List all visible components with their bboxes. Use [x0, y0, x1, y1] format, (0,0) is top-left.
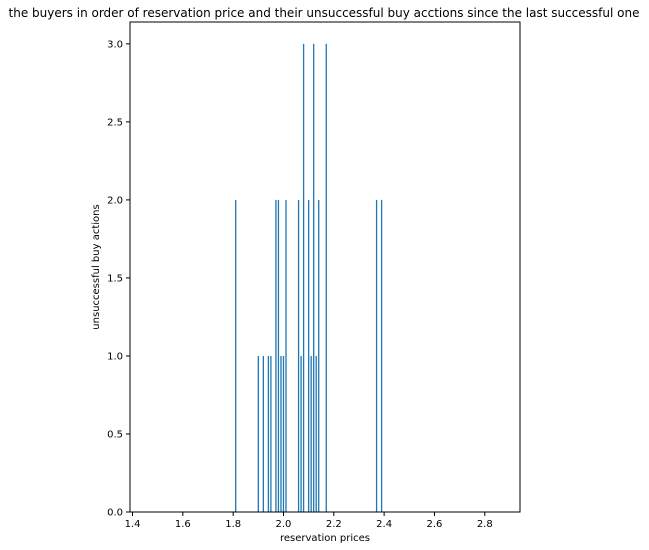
- bar: [302, 43, 305, 512]
- x-axis: 1.4 1.6 1.8 2.0 2.2 2.4 2.6 2.8: [125, 512, 493, 530]
- bar: [380, 199, 383, 512]
- x-tick-label: 2.8: [477, 519, 493, 530]
- bar: [285, 199, 287, 512]
- y-tick-label: 3.0: [107, 39, 123, 50]
- bar: [270, 355, 272, 512]
- bar: [267, 355, 270, 512]
- y-tick-label: 1.0: [107, 351, 123, 362]
- y-axis-label: unsuccessful buy actions: [91, 204, 102, 329]
- bar: [318, 199, 320, 512]
- bar: [297, 199, 300, 512]
- bar: [280, 355, 282, 512]
- bar: [275, 199, 277, 512]
- bars-group: [235, 43, 383, 512]
- bar: [277, 199, 280, 512]
- bar: [262, 355, 264, 512]
- x-tick-label: 1.4: [125, 519, 141, 530]
- bar: [313, 43, 315, 512]
- y-tick-label: 0.0: [107, 508, 123, 519]
- x-tick-label: 2.2: [326, 519, 342, 530]
- bar: [300, 355, 302, 512]
- chart-title: the buyers in order of reservation price…: [9, 6, 640, 20]
- y-axis: 0.0 0.5 1.0 1.5 2.0 2.5 3.0: [107, 39, 130, 519]
- x-tick-label: 2.6: [426, 519, 442, 530]
- y-tick-label: 2.0: [107, 195, 123, 206]
- y-tick-label: 1.5: [107, 273, 123, 284]
- y-tick-label: 2.5: [107, 117, 123, 128]
- bar: [375, 199, 378, 512]
- x-axis-label: reservation prices: [280, 533, 370, 544]
- plot-frame: [129, 21, 521, 513]
- bar: [235, 199, 237, 512]
- bar: [310, 355, 312, 512]
- x-tick-label: 1.6: [175, 519, 191, 530]
- x-tick-label: 1.8: [225, 519, 241, 530]
- bar: [325, 43, 327, 512]
- bar: [315, 355, 317, 512]
- x-tick-label: 2.4: [376, 519, 392, 530]
- bar: [308, 199, 310, 512]
- y-tick-label: 0.5: [107, 429, 123, 440]
- bar: [257, 355, 259, 512]
- x-tick-label: 2.0: [276, 519, 292, 530]
- bar: [282, 355, 285, 512]
